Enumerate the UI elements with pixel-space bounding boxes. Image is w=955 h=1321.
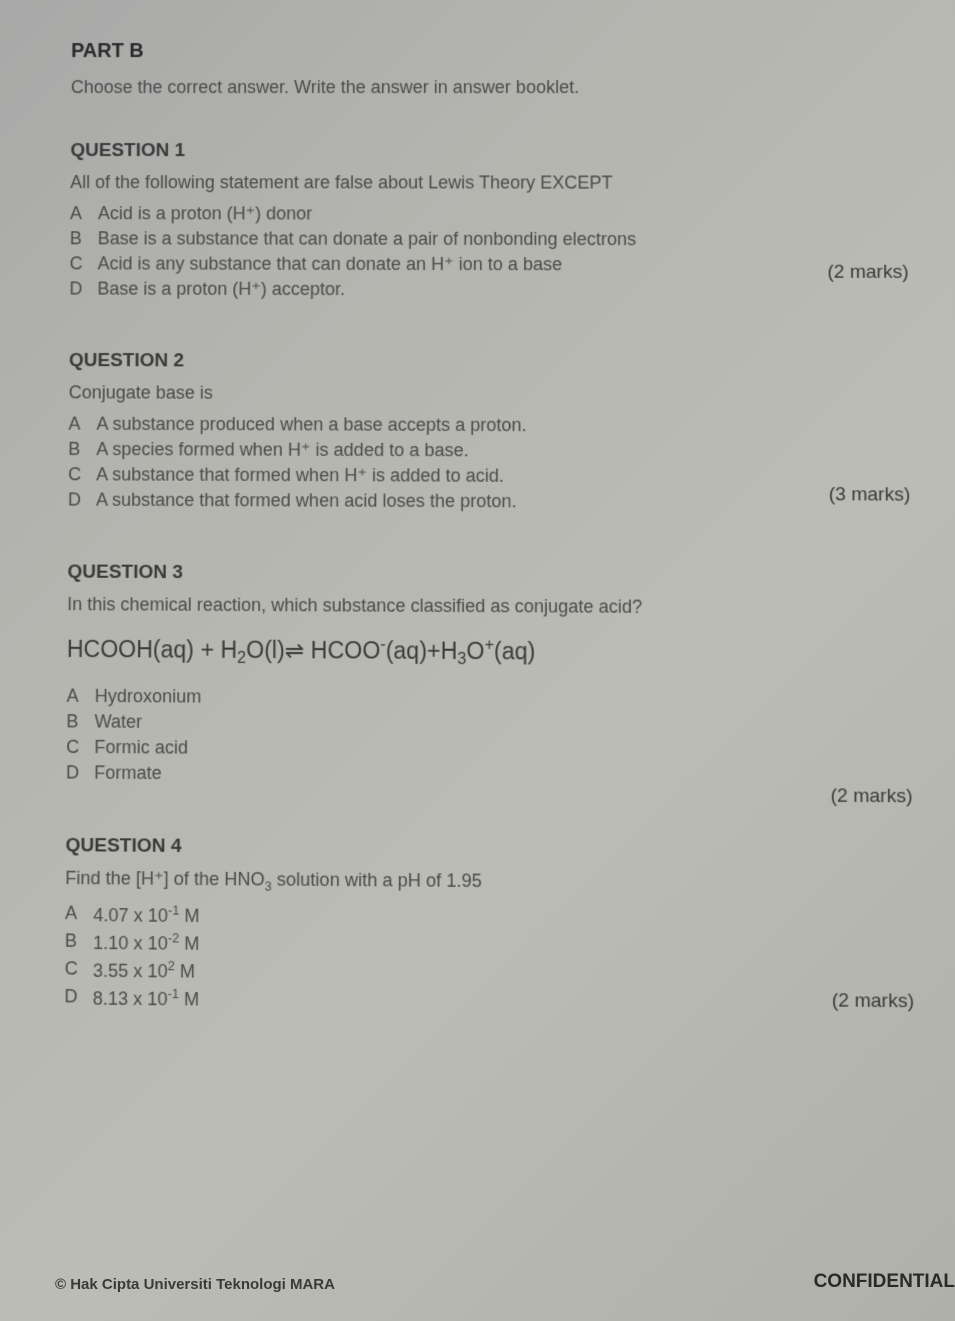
question-title: QUESTION 4 bbox=[65, 835, 902, 863]
marks-label: (2 marks) bbox=[831, 785, 913, 808]
option-text: A substance that formed when acid loses … bbox=[96, 489, 900, 513]
question-title: QUESTION 1 bbox=[70, 140, 897, 163]
question-options: AA substance produced when a base accept… bbox=[68, 414, 900, 514]
option-letter: A bbox=[68, 414, 96, 435]
question-options: A4.07 x 10-1 M B1.10 x 10-2 M C3.55 x 10… bbox=[64, 902, 904, 1016]
page-content: PART B Choose the correct answer. Write … bbox=[0, 0, 955, 1090]
instruction-text: Choose the correct answer. Write the ans… bbox=[71, 77, 897, 98]
option-d: D8.13 x 10-1 M bbox=[64, 986, 904, 1017]
question-stem: All of the following statement are false… bbox=[70, 172, 898, 194]
question-3: QUESTION 3 In this chemical reaction, wh… bbox=[66, 561, 902, 789]
option-a: AHydroxonium bbox=[66, 686, 901, 712]
option-d: DFormate bbox=[66, 762, 902, 789]
option-letter: A bbox=[70, 203, 98, 224]
question-options: AAcid is a proton (H⁺) donor BBase is a … bbox=[69, 203, 898, 301]
option-text: A species formed when H⁺ is added to a b… bbox=[96, 439, 900, 463]
option-c: CA substance that formed when H⁺ is adde… bbox=[68, 464, 900, 488]
question-stem: Conjugate base is bbox=[69, 382, 900, 406]
question-4: QUESTION 4 Find the [H⁺] of the HNO3 sol… bbox=[64, 835, 904, 1016]
option-letter: C bbox=[70, 253, 98, 274]
option-c: CAcid is any substance that can donate a… bbox=[70, 253, 899, 276]
option-letter: C bbox=[68, 464, 96, 485]
question-title: QUESTION 2 bbox=[69, 350, 899, 374]
option-letter: B bbox=[70, 228, 98, 249]
option-a: AA substance produced when a base accept… bbox=[68, 414, 899, 438]
confidential-label: CONFIDENTIAL bbox=[814, 1271, 955, 1293]
option-letter: D bbox=[66, 762, 94, 784]
option-text: 3.55 x 102 M bbox=[93, 958, 904, 988]
question-options: AHydroxonium BWater CFormic acid DFormat… bbox=[66, 686, 902, 789]
option-letter: B bbox=[66, 711, 94, 733]
option-letter: D bbox=[69, 278, 97, 299]
option-d: DBase is a proton (H⁺) acceptor. bbox=[69, 278, 898, 301]
option-text: Base is a proton (H⁺) acceptor. bbox=[97, 278, 898, 301]
part-title: PART B bbox=[71, 40, 897, 63]
option-letter: D bbox=[64, 986, 92, 1010]
option-letter: C bbox=[66, 737, 94, 759]
option-text: A substance that formed when H⁺ is added… bbox=[96, 464, 900, 488]
option-text: Acid is a proton (H⁺) donor bbox=[98, 203, 898, 225]
chemical-equation: HCOOH(aq) + H2O(l)⇌ HCOO-(aq)+H3O+(aq) bbox=[67, 634, 902, 672]
question-stem: Find the [H⁺] of the HNO3 solution with … bbox=[65, 868, 903, 898]
option-text: Formic acid bbox=[94, 737, 902, 763]
question-1: QUESTION 1 All of the following statemen… bbox=[69, 140, 898, 301]
option-text: 8.13 x 10-1 M bbox=[93, 986, 904, 1016]
option-letter: A bbox=[66, 686, 94, 708]
option-b: B1.10 x 10-2 M bbox=[65, 930, 904, 960]
marks-label: (2 marks) bbox=[827, 262, 908, 284]
option-a: AAcid is a proton (H⁺) donor bbox=[70, 203, 898, 225]
option-b: BA species formed when H⁺ is added to a … bbox=[68, 439, 900, 463]
option-text: 1.10 x 10-2 M bbox=[93, 930, 903, 960]
option-text: Water bbox=[94, 711, 901, 737]
marks-label: (2 marks) bbox=[832, 990, 914, 1014]
option-b: BBase is a substance that can donate a p… bbox=[70, 228, 899, 250]
option-letter: B bbox=[68, 439, 96, 460]
option-c: CFormic acid bbox=[66, 737, 902, 763]
question-title: QUESTION 3 bbox=[67, 561, 900, 587]
option-d: DA substance that formed when acid loses… bbox=[68, 489, 900, 513]
option-text: 4.07 x 10-1 M bbox=[93, 903, 903, 933]
option-c: C3.55 x 102 M bbox=[65, 958, 904, 988]
copyright-footer: © Hak Cipta Universiti Teknologi MARA bbox=[55, 1276, 335, 1293]
option-a: A4.07 x 10-1 M bbox=[65, 902, 903, 932]
option-b: BWater bbox=[66, 711, 902, 737]
option-letter: C bbox=[65, 958, 93, 982]
question-stem: In this chemical reaction, which substan… bbox=[67, 594, 901, 619]
option-letter: D bbox=[68, 489, 96, 510]
option-text: Formate bbox=[94, 763, 902, 790]
option-text: Acid is any substance that can donate an… bbox=[97, 253, 898, 276]
option-text: A substance produced when a base accepts… bbox=[96, 414, 899, 438]
option-text: Base is a substance that can donate a pa… bbox=[98, 228, 899, 250]
option-text: Hydroxonium bbox=[95, 686, 902, 712]
marks-label: (3 marks) bbox=[829, 484, 911, 507]
question-2: QUESTION 2 Conjugate base is AA substanc… bbox=[68, 350, 900, 514]
option-letter: B bbox=[65, 930, 93, 954]
option-letter: A bbox=[65, 902, 93, 926]
